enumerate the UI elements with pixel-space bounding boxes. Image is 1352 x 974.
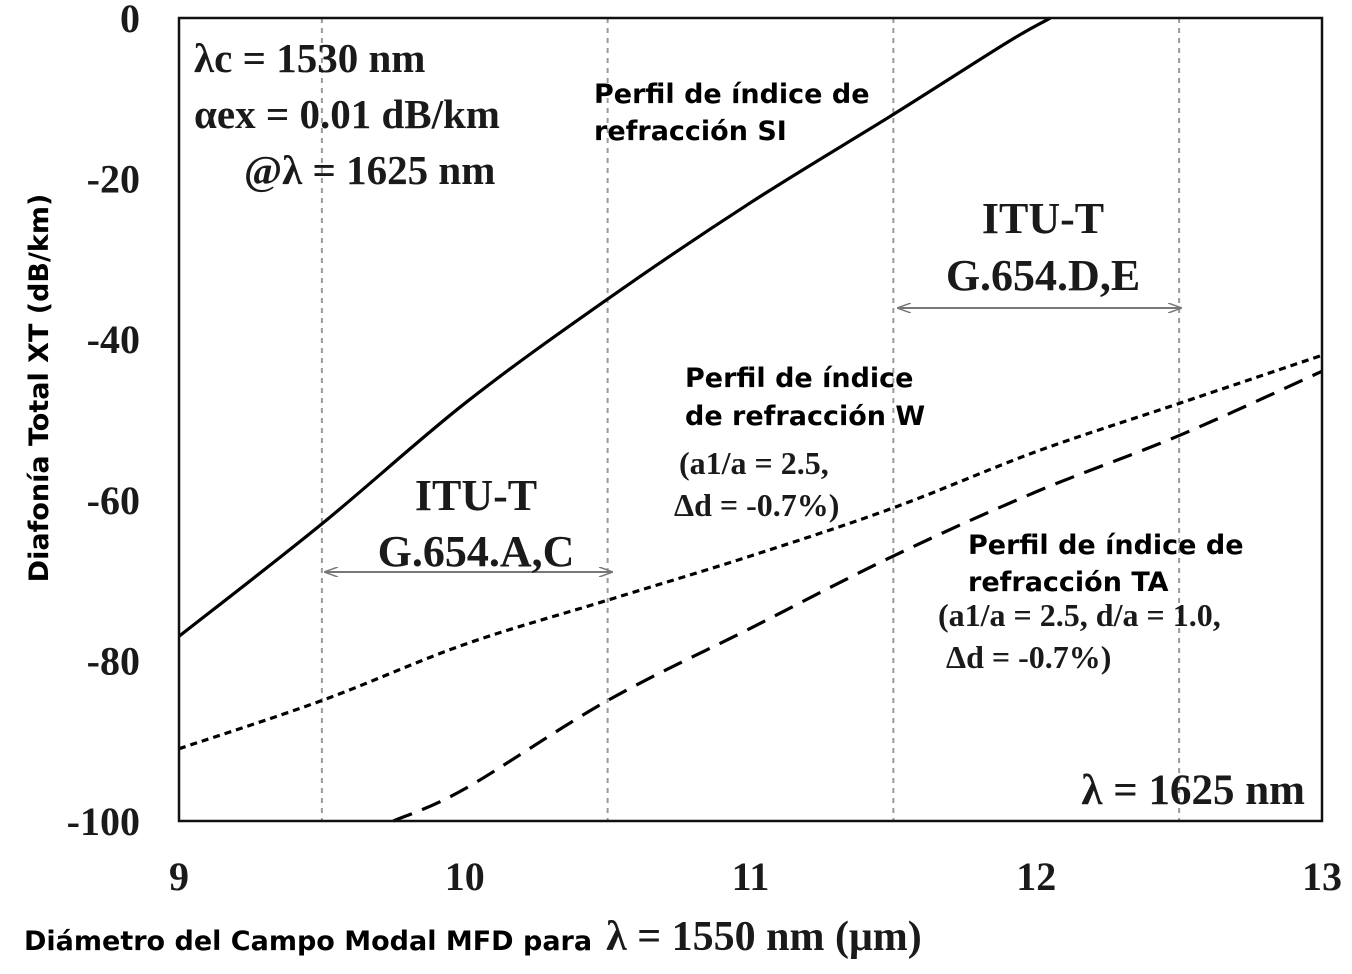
w-label-2: de refracción W <box>685 401 925 432</box>
x-axis-title-lambda: λ = 1550 nm (μm) <box>606 914 922 960</box>
y-tick-label-2: -40 <box>87 317 140 362</box>
y-tick-label-3: -60 <box>87 478 140 523</box>
y-tick-label-5: -100 <box>67 799 140 844</box>
w-label-1: Perfil de índice <box>685 363 914 394</box>
ta-label-2: refracción TA <box>968 567 1169 598</box>
x-axis-title: Diámetro del Campo Modal MFD para λ = 15… <box>24 914 922 960</box>
x-tick-label-2: 11 <box>732 854 770 899</box>
series-line-w <box>178 353 1323 751</box>
x-axis-title-text: Diámetro del Campo Modal MFD para <box>24 926 592 957</box>
x-tick-label-3: 12 <box>1016 854 1056 899</box>
itu-ac-label-1: ITU-T <box>415 471 537 520</box>
plot-frame <box>177 16 1324 823</box>
si-label-1: Perfil de índice de <box>594 79 870 110</box>
series-line-si <box>178 16 1052 638</box>
w-params-2: Δd = -0.7%) <box>674 487 839 523</box>
si-label-2: refracción SI <box>594 116 787 147</box>
x-tick-label-0: 9 <box>169 854 189 899</box>
y-tick-label-0: 0 <box>120 0 140 41</box>
series-layer <box>178 16 1323 823</box>
itu-de-label-2: G.654.D,E <box>946 251 1140 300</box>
x-tick-labels: 9 10 11 12 13 <box>169 854 1342 899</box>
ta-params-2: Δd = -0.7%) <box>946 639 1111 675</box>
itu-ac-label-2: G.654.A,C <box>378 527 575 576</box>
y-tick-label-1: -20 <box>87 157 140 202</box>
param-at-lambda: @λ = 1625 nm <box>244 147 495 193</box>
y-axis-title: Diafonía Total XT (dB/km) <box>24 194 55 583</box>
param-lambda-c: λc = 1530 nm <box>194 35 425 81</box>
series-line-ta <box>392 369 1323 823</box>
vertical-reference-lines <box>320 18 1181 821</box>
ta-label-1: Perfil de índice de <box>968 530 1244 561</box>
x-tick-label-1: 10 <box>445 854 485 899</box>
param-alpha-ex: αex = 0.01 dB/km <box>194 91 500 137</box>
lambda-1625-label: λ = 1625 nm <box>1081 767 1305 814</box>
x-tick-label-4: 13 <box>1302 854 1342 899</box>
y-tick-labels: 0 -20 -40 -60 -80 -100 <box>67 0 140 844</box>
ta-params-1: (a1/a = 2.5, d/a = 1.0, <box>938 597 1221 633</box>
y-tick-label-4: -80 <box>87 638 140 683</box>
w-params-1: (a1/a = 2.5, <box>679 445 829 481</box>
itu-de-label-1: ITU-T <box>982 194 1104 243</box>
